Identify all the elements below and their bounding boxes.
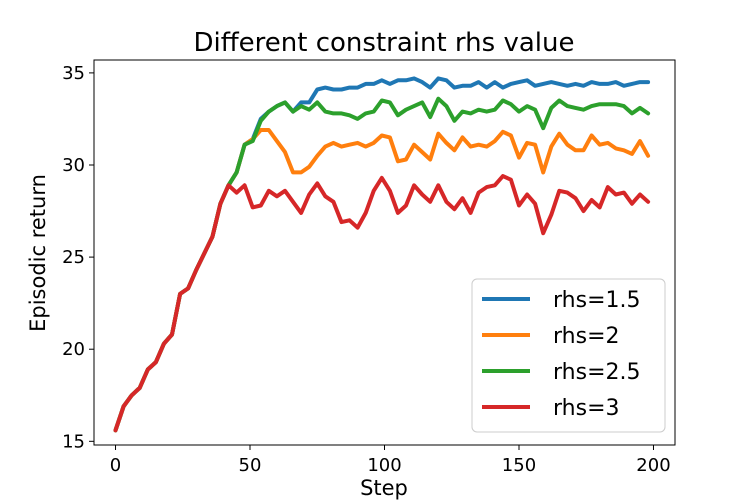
legend: rhs=1.5 rhs=2 rhs=2.5 rhs=3: [471, 278, 666, 433]
x-axis: 0 50 100 150 200: [110, 445, 671, 476]
y-tick-label: 20: [62, 339, 85, 360]
legend-label-3: rhs=3: [553, 396, 620, 421]
legend-label-1: rhs=2: [553, 324, 620, 349]
y-axis: 15 20 25 30 35: [62, 63, 94, 452]
y-tick-label: 25: [62, 247, 85, 268]
legend-label-2: rhs=2.5: [553, 360, 640, 385]
x-tick-label: 100: [367, 455, 401, 476]
y-axis-label: Episodic return: [26, 174, 50, 332]
x-tick-label: 150: [502, 455, 536, 476]
x-tick-label: 0: [110, 455, 121, 476]
y-tick-label: 15: [62, 431, 85, 452]
x-axis-label: Step: [360, 476, 408, 500]
series-line-3: [113, 174, 651, 433]
x-tick-label: 200: [636, 455, 670, 476]
legend-label-0: rhs=1.5: [553, 288, 640, 313]
legend-box: [471, 278, 666, 433]
y-tick-label: 35: [62, 63, 85, 84]
x-tick-label: 50: [239, 455, 262, 476]
plot-area: [113, 76, 651, 433]
y-tick-label: 30: [62, 155, 85, 176]
chart-title: Different constraint rhs value: [194, 28, 575, 58]
